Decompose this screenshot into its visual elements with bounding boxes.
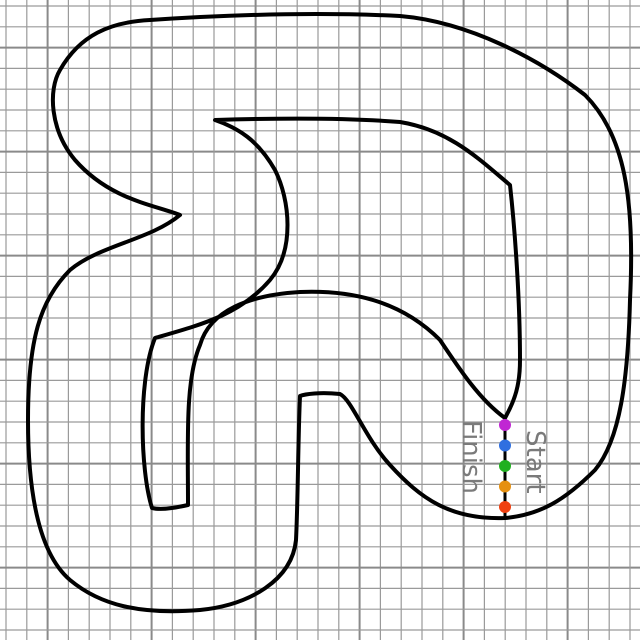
inner-track-boundary [140,116,522,511]
outer-track-boundary [26,11,634,614]
start-label: Start [520,430,550,494]
magenta-car[interactable] [499,419,511,431]
cars [499,419,511,513]
green-car[interactable] [499,460,511,472]
blue-car[interactable] [499,439,511,452]
finish-label: Finish [456,420,486,494]
orange-car[interactable] [499,480,511,493]
red-car[interactable] [499,501,511,513]
